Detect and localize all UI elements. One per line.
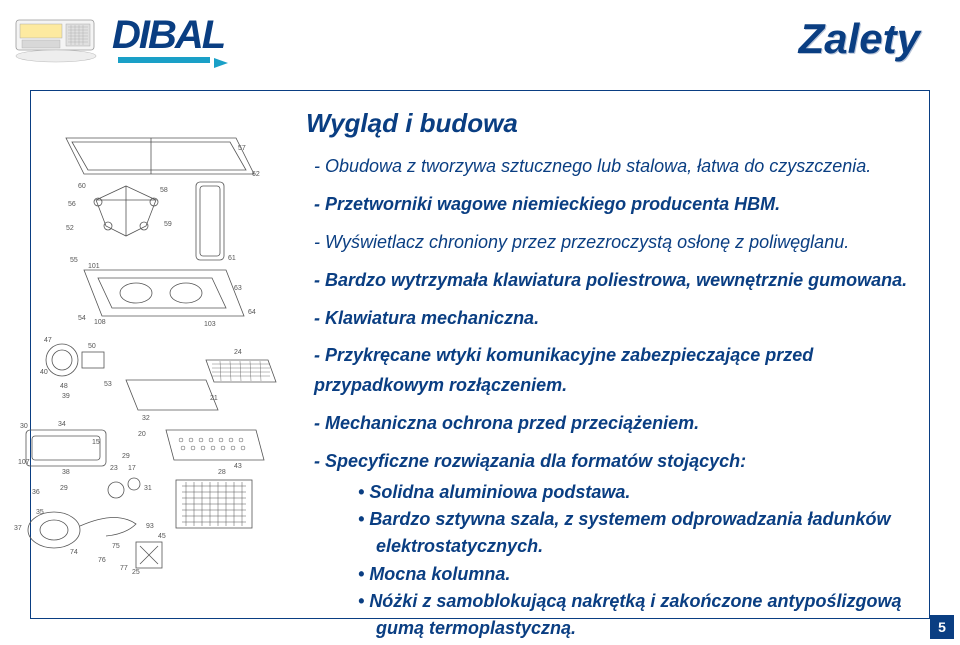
svg-text:56: 56 bbox=[68, 201, 76, 208]
svg-text:20: 20 bbox=[138, 431, 146, 438]
svg-text:61: 61 bbox=[228, 255, 236, 262]
svg-text:63: 63 bbox=[234, 285, 242, 292]
svg-text:39: 39 bbox=[62, 393, 70, 400]
svg-text:75: 75 bbox=[112, 543, 120, 550]
svg-text:38: 38 bbox=[62, 469, 70, 476]
header: DIBAL Zalety bbox=[0, 0, 960, 78]
bullet-7: - Mechaniczna ochrona przed przeciążenie… bbox=[314, 410, 922, 438]
bullet-3: - Bardzo wytrzymała klawiatura poliestro… bbox=[314, 267, 922, 295]
bullet-1: - Przetworniki wagowe niemieckiego produ… bbox=[314, 191, 922, 219]
svg-text:59: 59 bbox=[164, 221, 172, 228]
sub-text-0: Solidna aluminiowa podstawa. bbox=[369, 482, 630, 502]
arrow-right-icon bbox=[214, 58, 228, 68]
svg-text:21: 21 bbox=[210, 395, 218, 402]
svg-text:50: 50 bbox=[88, 343, 96, 350]
bullet-8: - Specyficzne rozwiązania dla formatów s… bbox=[314, 448, 922, 476]
svg-text:54: 54 bbox=[78, 315, 86, 322]
svg-text:23: 23 bbox=[110, 465, 118, 472]
svg-text:24: 24 bbox=[234, 349, 242, 356]
svg-text:37: 37 bbox=[14, 525, 22, 532]
svg-text:103: 103 bbox=[204, 321, 216, 328]
page-number: 5 bbox=[930, 615, 954, 639]
svg-text:57: 57 bbox=[238, 145, 246, 152]
sub-text-4: Nóżki z samoblokującą nakrętką i zakończ… bbox=[369, 591, 901, 611]
brand-text: DIBAL bbox=[112, 13, 224, 57]
sub-2: elektrostatycznych. bbox=[376, 534, 922, 559]
logo-area: DIBAL bbox=[12, 14, 224, 64]
svg-text:34: 34 bbox=[58, 421, 66, 428]
svg-text:47: 47 bbox=[44, 337, 52, 344]
sub-4: • Nóżki z samoblokującą nakrętką i zakoń… bbox=[358, 589, 922, 614]
sub-text-1: Bardzo sztywna szala, z systemem odprowa… bbox=[369, 509, 890, 529]
section-title: Wygląd i budowa bbox=[306, 108, 922, 139]
svg-text:64: 64 bbox=[248, 309, 256, 316]
page-title: Zalety bbox=[799, 15, 920, 63]
content-area: Wygląd i budowa - Obudowa z tworzywa szt… bbox=[300, 108, 922, 643]
svg-text:45: 45 bbox=[158, 533, 166, 540]
svg-text:29: 29 bbox=[60, 485, 68, 492]
sub-1: • Bardzo sztywna szala, z systemem odpro… bbox=[358, 507, 922, 532]
bullet-2: - Wyświetlacz chroniony przez przezroczy… bbox=[314, 229, 922, 257]
svg-text:48: 48 bbox=[60, 383, 68, 390]
svg-text:36: 36 bbox=[32, 489, 40, 496]
svg-text:30: 30 bbox=[20, 423, 28, 430]
svg-text:31: 31 bbox=[144, 485, 152, 492]
scale-illustration bbox=[12, 14, 102, 64]
svg-text:29: 29 bbox=[122, 453, 130, 460]
bullet-0: - Obudowa z tworzywa sztucznego lub stal… bbox=[314, 153, 922, 181]
bullet-6: przypadkowym rozłączeniem. bbox=[314, 372, 922, 400]
sub-0: • Solidna aluminiowa podstawa. bbox=[358, 480, 922, 505]
svg-text:74: 74 bbox=[70, 549, 78, 556]
bullet-4: - Klawiatura mechaniczna. bbox=[314, 305, 922, 333]
svg-text:15: 15 bbox=[92, 439, 100, 446]
bullet-5: - Przykręcane wtyki komunikacyjne zabezp… bbox=[314, 342, 922, 370]
svg-text:62: 62 bbox=[252, 171, 260, 178]
sub-3: • Mocna kolumna. bbox=[358, 562, 922, 587]
svg-text:17: 17 bbox=[128, 465, 136, 472]
svg-text:28: 28 bbox=[218, 469, 226, 476]
svg-text:60: 60 bbox=[78, 183, 86, 190]
svg-text:76: 76 bbox=[98, 557, 106, 564]
svg-text:77: 77 bbox=[120, 565, 128, 572]
exploded-diagram: 57 62 56 60 58 59 52 61 55 101 54 63 108 64 47 1… bbox=[6, 130, 296, 580]
svg-text:107: 107 bbox=[18, 459, 30, 466]
svg-text:32: 32 bbox=[142, 415, 150, 422]
svg-text:52: 52 bbox=[66, 225, 74, 232]
svg-text:58: 58 bbox=[160, 187, 168, 194]
svg-text:55: 55 bbox=[70, 257, 78, 264]
svg-text:53: 53 bbox=[104, 381, 112, 388]
svg-text:40: 40 bbox=[40, 369, 48, 376]
svg-text:93: 93 bbox=[146, 523, 154, 530]
svg-text:35: 35 bbox=[36, 509, 44, 516]
svg-text:101: 101 bbox=[88, 263, 100, 270]
svg-text:108: 108 bbox=[94, 319, 106, 326]
brand-logo: DIBAL bbox=[112, 15, 224, 63]
sub-5: gumą termoplastyczną. bbox=[376, 616, 922, 641]
svg-text:25: 25 bbox=[132, 569, 140, 576]
svg-text:43: 43 bbox=[234, 463, 242, 470]
brand-underline bbox=[118, 57, 210, 63]
sub-text-3: Mocna kolumna. bbox=[369, 564, 510, 584]
